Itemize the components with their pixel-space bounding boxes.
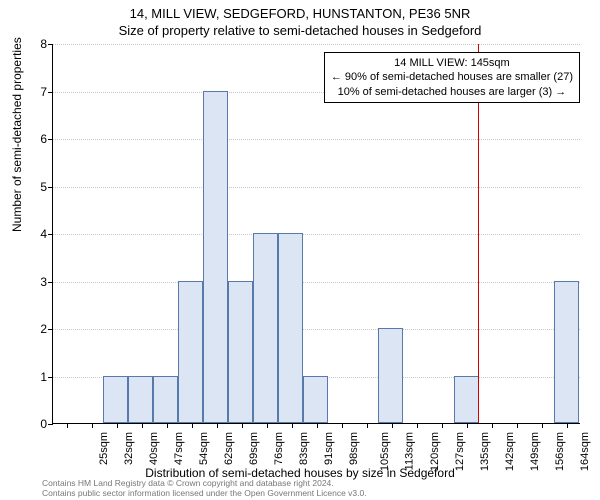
histogram-bar — [128, 376, 153, 424]
histogram-bar — [303, 376, 328, 424]
ytick-mark — [48, 139, 53, 140]
xtick-mark — [367, 423, 368, 428]
ytick-label: 0 — [31, 417, 47, 431]
ytick-mark — [48, 44, 53, 45]
xtick-mark — [342, 423, 343, 428]
gridline — [53, 139, 580, 140]
xtick-label: 47sqm — [173, 432, 185, 465]
xtick-mark — [242, 423, 243, 428]
xtick-label: 25sqm — [98, 432, 110, 465]
footer-attribution: Contains HM Land Registry data © Crown c… — [42, 479, 367, 498]
histogram-bar — [178, 281, 203, 424]
histogram-bar — [228, 281, 253, 424]
xtick-mark — [192, 423, 193, 428]
ytick-mark — [48, 92, 53, 93]
ytick-mark — [48, 187, 53, 188]
xtick-label: 83sqm — [298, 432, 310, 465]
ytick-label: 1 — [31, 370, 47, 384]
histogram-bar — [554, 281, 579, 424]
histogram-bar — [203, 91, 228, 424]
ytick-mark — [48, 424, 53, 425]
histogram-bar — [378, 328, 403, 423]
xtick-label: 54sqm — [198, 432, 210, 465]
xtick-mark — [442, 423, 443, 428]
xtick-mark — [517, 423, 518, 428]
xtick-label: 113sqm — [403, 432, 415, 470]
histogram-bar — [278, 233, 303, 423]
histogram-chart: 01234567825sqm32sqm40sqm47sqm54sqm62sqm6… — [52, 44, 580, 424]
annotation-line: 10% of semi-detached houses are larger (… — [331, 85, 573, 99]
xtick-mark — [317, 423, 318, 428]
annotation-box: 14 MILL VIEW: 145sqm← 90% of semi-detach… — [324, 52, 580, 103]
ytick-label: 6 — [31, 132, 47, 146]
ytick-mark — [48, 377, 53, 378]
histogram-bar — [153, 376, 178, 424]
annotation-line: 14 MILL VIEW: 145sqm — [331, 56, 573, 70]
xtick-label: 69sqm — [248, 432, 260, 465]
xtick-mark — [467, 423, 468, 428]
ytick-label: 5 — [31, 180, 47, 194]
y-axis-title: Number of semi-detached properties — [10, 37, 24, 232]
xtick-label: 76sqm — [273, 432, 285, 465]
annotation-line: ← 90% of semi-detached houses are smalle… — [331, 70, 573, 84]
xtick-mark — [567, 423, 568, 428]
xtick-label: 40sqm — [148, 432, 160, 465]
page-subtitle: Size of property relative to semi-detach… — [0, 21, 600, 38]
histogram-bar — [253, 233, 278, 423]
ytick-label: 8 — [31, 37, 47, 51]
gridline — [53, 44, 580, 45]
ytick-mark — [48, 329, 53, 330]
xtick-mark — [67, 423, 68, 428]
xtick-mark — [167, 423, 168, 428]
ytick-mark — [48, 234, 53, 235]
xtick-mark — [267, 423, 268, 428]
xtick-mark — [417, 423, 418, 428]
xtick-label: 91sqm — [323, 432, 335, 465]
gridline — [53, 282, 580, 283]
ytick-label: 3 — [31, 275, 47, 289]
xtick-mark — [217, 423, 218, 428]
footer-line2: Contains public sector information licen… — [42, 489, 367, 498]
ytick-mark — [48, 282, 53, 283]
gridline — [53, 234, 580, 235]
ytick-label: 7 — [31, 85, 47, 99]
page-title: 14, MILL VIEW, SEDGEFORD, HUNSTANTON, PE… — [0, 0, 600, 21]
xtick-mark — [492, 423, 493, 428]
xtick-mark — [392, 423, 393, 428]
xtick-label: 32sqm — [123, 432, 135, 465]
xtick-mark — [142, 423, 143, 428]
xtick-mark — [542, 423, 543, 428]
xtick-label: 62sqm — [223, 432, 235, 465]
plot-area: 01234567825sqm32sqm40sqm47sqm54sqm62sqm6… — [52, 44, 580, 424]
xtick-mark — [92, 423, 93, 428]
histogram-bar — [103, 376, 128, 424]
gridline — [53, 329, 580, 330]
gridline — [53, 187, 580, 188]
histogram-bar — [454, 376, 479, 424]
xtick-mark — [117, 423, 118, 428]
ytick-label: 4 — [31, 227, 47, 241]
ytick-label: 2 — [31, 322, 47, 336]
xtick-mark — [292, 423, 293, 428]
xtick-label: 98sqm — [348, 432, 360, 465]
